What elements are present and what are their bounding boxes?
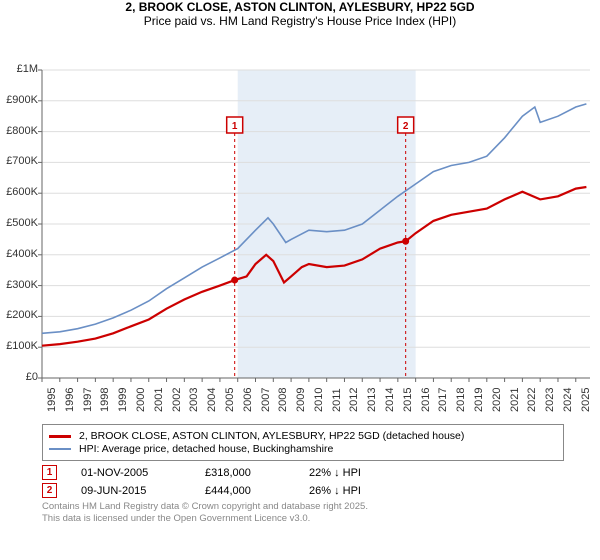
tx-delta: 22% ↓ HPI — [309, 467, 409, 479]
y-tick-label: £900K — [0, 94, 38, 106]
y-tick-label: £1M — [0, 63, 38, 75]
transaction-row: 2 09-JUN-2015 £444,000 26% ↓ HPI — [42, 483, 564, 498]
footnote-line: Contains HM Land Registry data © Crown c… — [42, 501, 564, 513]
x-tick-label: 1999 — [117, 388, 129, 412]
x-tick-label: 2007 — [260, 388, 272, 412]
x-tick-label: 2010 — [313, 388, 325, 412]
legend-row: 2, BROOK CLOSE, ASTON CLINTON, AYLESBURY… — [49, 430, 557, 442]
x-tick-label: 2020 — [491, 388, 503, 412]
x-tick-label: 1997 — [82, 388, 94, 412]
x-tick-label: 2024 — [562, 388, 574, 412]
x-tick-label: 2013 — [366, 388, 378, 412]
x-tick-label: 2005 — [224, 388, 236, 412]
x-tick-label: 2002 — [171, 388, 183, 412]
tx-price: £444,000 — [205, 485, 285, 497]
x-tick-label: 2012 — [348, 388, 360, 412]
x-tick-label: 2003 — [188, 388, 200, 412]
tx-price: £318,000 — [205, 467, 285, 479]
y-tick-label: £400K — [0, 248, 38, 260]
x-tick-label: 2016 — [420, 388, 432, 412]
y-tick-label: £0 — [0, 371, 38, 383]
x-tick-label: 2011 — [331, 388, 343, 412]
chart-svg: 12 — [0, 28, 600, 418]
tx-date: 01-NOV-2005 — [81, 467, 181, 479]
transactions-table: 1 01-NOV-2005 £318,000 22% ↓ HPI 2 09-JUN-201… — [42, 465, 564, 498]
x-tick-label: 1996 — [64, 388, 76, 412]
transaction-row: 1 01-NOV-2005 £318,000 22% ↓ HPI — [42, 465, 564, 480]
legend-row: HPI: Average price, detached house, Buck… — [49, 443, 557, 455]
chart-subtitle: Price paid vs. HM Land Registry's House … — [0, 14, 600, 28]
y-tick-label: £500K — [0, 217, 38, 229]
footnote: Contains HM Land Registry data © Crown c… — [42, 501, 564, 525]
x-tick-label: 2021 — [509, 388, 521, 412]
y-tick-label: £600K — [0, 186, 38, 198]
x-tick-label: 2000 — [135, 388, 147, 412]
tx-delta: 26% ↓ HPI — [309, 485, 409, 497]
marker-flag-label: 1 — [232, 121, 238, 132]
x-tick-label: 2001 — [153, 388, 165, 412]
x-tick-label: 2017 — [437, 388, 449, 412]
x-tick-label: 2023 — [544, 388, 556, 412]
row-marker: 2 — [42, 483, 57, 498]
footnote-line: This data is licensed under the Open Gov… — [42, 513, 564, 525]
x-tick-label: 2008 — [277, 388, 289, 412]
legend-swatch — [49, 435, 71, 438]
y-tick-label: £100K — [0, 340, 38, 352]
x-tick-label: 2022 — [526, 388, 538, 412]
row-marker: 1 — [42, 465, 57, 480]
x-tick-label: 2014 — [384, 388, 396, 412]
chart-area: 12£0£100K£200K£300K£400K£500K£600K£700K£… — [0, 28, 600, 418]
y-tick-label: £800K — [0, 125, 38, 137]
x-tick-label: 2019 — [473, 388, 485, 412]
y-tick-label: £700K — [0, 155, 38, 167]
series-marker — [231, 277, 238, 284]
x-tick-label: 2006 — [242, 388, 254, 412]
legend-label: HPI: Average price, detached house, Buck… — [79, 443, 333, 455]
x-tick-label: 2018 — [455, 388, 467, 412]
y-tick-label: £200K — [0, 309, 38, 321]
x-tick-label: 2009 — [295, 388, 307, 412]
chart-title: 2, BROOK CLOSE, ASTON CLINTON, AYLESBURY… — [0, 0, 600, 14]
marker-flag-label: 2 — [403, 121, 409, 132]
x-tick-label: 2004 — [206, 388, 218, 412]
legend-swatch — [49, 448, 71, 450]
x-tick-label: 2025 — [580, 388, 592, 412]
x-tick-label: 1995 — [46, 388, 58, 412]
series-marker — [402, 238, 409, 245]
y-tick-label: £300K — [0, 279, 38, 291]
legend-label: 2, BROOK CLOSE, ASTON CLINTON, AYLESBURY… — [79, 430, 464, 442]
legend: 2, BROOK CLOSE, ASTON CLINTON, AYLESBURY… — [42, 424, 564, 461]
tx-date: 09-JUN-2015 — [81, 485, 181, 497]
x-tick-label: 2015 — [402, 388, 414, 412]
x-tick-label: 1998 — [99, 388, 111, 412]
